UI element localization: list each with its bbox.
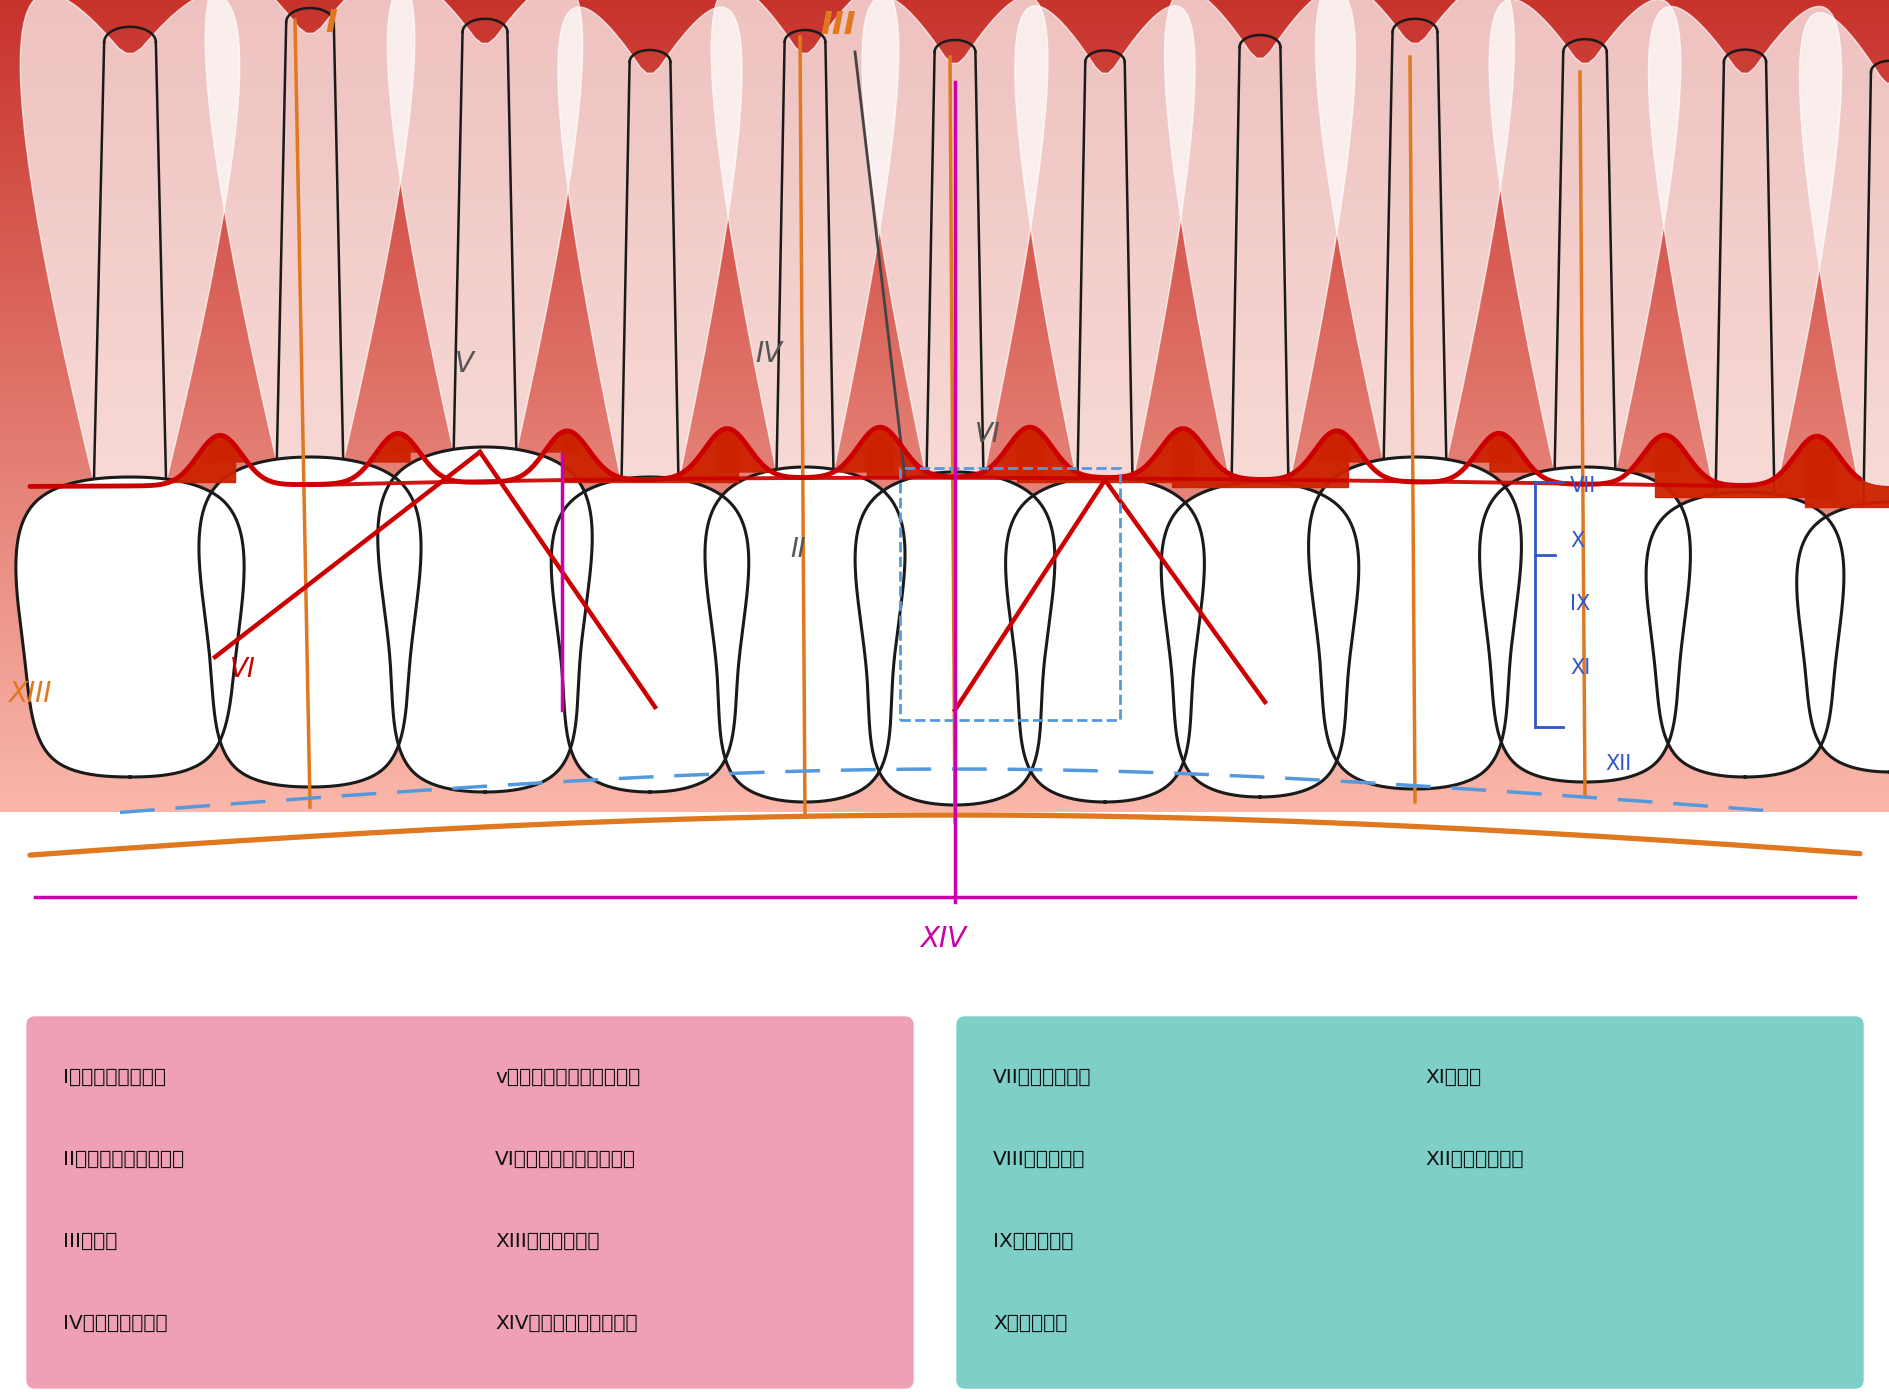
Text: I：歯肉の健康状態: I：歯肉の健康状態 [62, 1068, 166, 1087]
Polygon shape [1647, 7, 1840, 497]
Polygon shape [1796, 503, 1889, 773]
Text: II: II [790, 537, 805, 562]
Text: VII：歯の大きさ: VII：歯の大きさ [992, 1068, 1092, 1087]
Polygon shape [705, 466, 905, 802]
Polygon shape [21, 0, 240, 482]
Polygon shape [1315, 0, 1513, 462]
Text: III: III [820, 10, 856, 40]
Text: IX：歯の特徴: IX：歯の特徴 [992, 1232, 1073, 1250]
Polygon shape [854, 472, 1054, 805]
Text: XIII: XIII [8, 681, 51, 709]
Polygon shape [1005, 477, 1203, 802]
Text: X：表面性状: X：表面性状 [992, 1314, 1067, 1332]
Polygon shape [1479, 466, 1689, 782]
Text: III：歯軸: III：歯軸 [62, 1232, 117, 1250]
Text: XII：切縁の輪郭: XII：切縁の輪郭 [1424, 1150, 1523, 1168]
Text: IV：ゼニスの位置: IV：ゼニスの位置 [62, 1314, 168, 1332]
Text: VI: VI [975, 422, 999, 448]
Text: XI: XI [1570, 658, 1589, 678]
Text: XIV: XIV [920, 926, 965, 954]
Text: XIII：下唇の上縁: XIII：下唇の上縁 [495, 1232, 599, 1250]
Polygon shape [1014, 6, 1194, 482]
FancyBboxPatch shape [26, 1018, 912, 1388]
Text: IV: IV [754, 340, 782, 367]
Text: II：歯間部の閉鎖状態: II：歯間部の閉鎖状態 [62, 1150, 183, 1168]
Text: XI：色調: XI：色調 [1424, 1068, 1481, 1087]
Polygon shape [552, 477, 748, 792]
Polygon shape [1645, 491, 1844, 777]
Text: XII: XII [1604, 754, 1630, 774]
FancyBboxPatch shape [956, 1018, 1863, 1388]
Text: XIV：スマイルの対称性: XIV：スマイルの対称性 [495, 1314, 637, 1332]
Text: VIII：歯の形態: VIII：歯の形態 [992, 1150, 1084, 1168]
Bar [899, 468, 1120, 720]
Text: VI：コンタクトのレベル: VI：コンタクトのレベル [495, 1150, 637, 1168]
Polygon shape [710, 0, 899, 472]
Polygon shape [1798, 13, 1889, 507]
Text: VII: VII [1570, 476, 1596, 496]
Polygon shape [15, 477, 244, 777]
Polygon shape [198, 457, 421, 786]
Polygon shape [557, 7, 742, 482]
Polygon shape [1160, 482, 1358, 798]
Polygon shape [1489, 0, 1679, 472]
Polygon shape [1307, 457, 1521, 789]
Text: V: V [455, 349, 474, 379]
Text: IX: IX [1570, 594, 1589, 614]
Text: VI: VI [230, 657, 255, 683]
Text: I: I [325, 8, 336, 39]
Polygon shape [387, 0, 582, 452]
Polygon shape [861, 0, 1047, 477]
Text: v：歯肉レベルのバランス: v：歯肉レベルのバランス [495, 1068, 640, 1087]
Polygon shape [1164, 0, 1354, 487]
Polygon shape [206, 0, 414, 462]
Text: X: X [1570, 530, 1583, 551]
Polygon shape [378, 447, 591, 792]
